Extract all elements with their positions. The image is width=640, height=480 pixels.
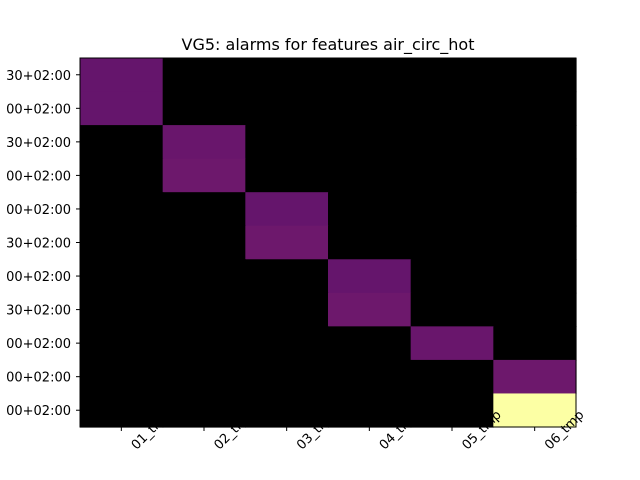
heatmap-cell <box>80 192 164 227</box>
heatmap-cell <box>245 225 329 260</box>
heatmap-cell <box>245 326 329 361</box>
heatmap-cell <box>328 225 412 260</box>
heatmap-cell <box>245 91 329 126</box>
heatmap-cell <box>328 58 412 93</box>
heatmap-cell <box>245 259 329 294</box>
heatmap-cell <box>410 192 494 227</box>
y-tick-label: 00+02:00 <box>6 371 71 386</box>
heatmap-cell <box>80 58 164 93</box>
heatmap-cell <box>328 125 412 160</box>
heatmap-cell <box>162 192 246 227</box>
heatmap-cell <box>410 125 494 160</box>
heatmap-cell <box>162 259 246 294</box>
heatmap-cell <box>328 359 412 395</box>
chart-title: VG5: alarms for features air_circ_hot <box>182 35 475 55</box>
heatmap-cell <box>493 58 577 93</box>
heatmap-cell <box>410 259 494 294</box>
heatmap-cell <box>245 359 329 395</box>
y-tick-label: 00+02:00 <box>6 203 71 218</box>
heatmap-cell <box>493 326 577 361</box>
heatmap-cell <box>493 292 577 327</box>
heatmap-cell <box>328 259 412 294</box>
heatmap-cell <box>245 125 329 160</box>
heatmap-cell <box>328 158 412 193</box>
heatmap-cell <box>410 393 494 428</box>
heatmap-cell <box>245 393 329 428</box>
y-tick-label: 30+02:00 <box>6 136 71 151</box>
heatmap-cell <box>162 125 246 160</box>
y-tick-label: 00+02:00 <box>6 404 71 419</box>
heatmap-cell <box>162 292 246 327</box>
heatmap-cell <box>328 393 412 428</box>
heatmap-cells <box>80 58 577 428</box>
heatmap-cell <box>245 158 329 193</box>
heatmap-cell <box>162 158 246 193</box>
heatmap-cell <box>410 326 494 361</box>
heatmap-cell <box>80 292 164 327</box>
heatmap-cell <box>80 359 164 395</box>
heatmap-cell <box>328 91 412 126</box>
heatmap-cell <box>328 326 412 361</box>
heatmap-cell <box>245 58 329 93</box>
heatmap-cell <box>162 393 246 428</box>
heatmap-cell <box>493 192 577 227</box>
y-tick-label: 00+02:00 <box>6 337 71 352</box>
y-tick-label: 30+02:00 <box>6 304 71 319</box>
heatmap-cell <box>493 259 577 294</box>
heatmap-cell <box>410 158 494 193</box>
heatmap-cell <box>162 58 246 93</box>
heatmap-cell <box>162 225 246 260</box>
heatmap-cell <box>80 259 164 294</box>
y-tick-label: 00+02:00 <box>6 102 71 117</box>
heatmap-cell <box>410 225 494 260</box>
heatmap-cell <box>493 225 577 260</box>
heatmap-cell <box>245 192 329 227</box>
y-tick-label: 30+02:00 <box>6 69 71 84</box>
heatmap-cell <box>162 326 246 361</box>
heatmap-cell <box>162 91 246 126</box>
heatmap-cell <box>410 359 494 395</box>
heatmap-cell <box>80 125 164 160</box>
heatmap-cell <box>80 158 164 193</box>
heatmap-cell <box>245 292 329 327</box>
heatmap-cell <box>80 91 164 126</box>
heatmap-cell <box>80 326 164 361</box>
heatmap-cell <box>162 359 246 395</box>
heatmap-cell <box>328 292 412 327</box>
heatmap-cell <box>410 58 494 93</box>
y-tick-label: 00+02:00 <box>6 270 71 285</box>
heatmap-cell <box>410 91 494 126</box>
heatmap-cell <box>80 225 164 260</box>
y-axis: 30+02:00 00+02:00 30+02:00 00+02:00 00+02:00… <box>6 69 80 419</box>
heatmap-cell <box>410 292 494 327</box>
heatmap-cell <box>328 192 412 227</box>
y-tick-label: 00+02:00 <box>6 169 71 184</box>
y-tick-label: 30+02:00 <box>6 237 71 252</box>
heatmap-cell <box>80 393 164 428</box>
heatmap-cell <box>493 359 577 395</box>
heatmap-cell <box>493 158 577 193</box>
heatmap-cell <box>493 393 577 428</box>
heatmap-cell <box>493 91 577 126</box>
heatmap-cell <box>493 125 577 160</box>
